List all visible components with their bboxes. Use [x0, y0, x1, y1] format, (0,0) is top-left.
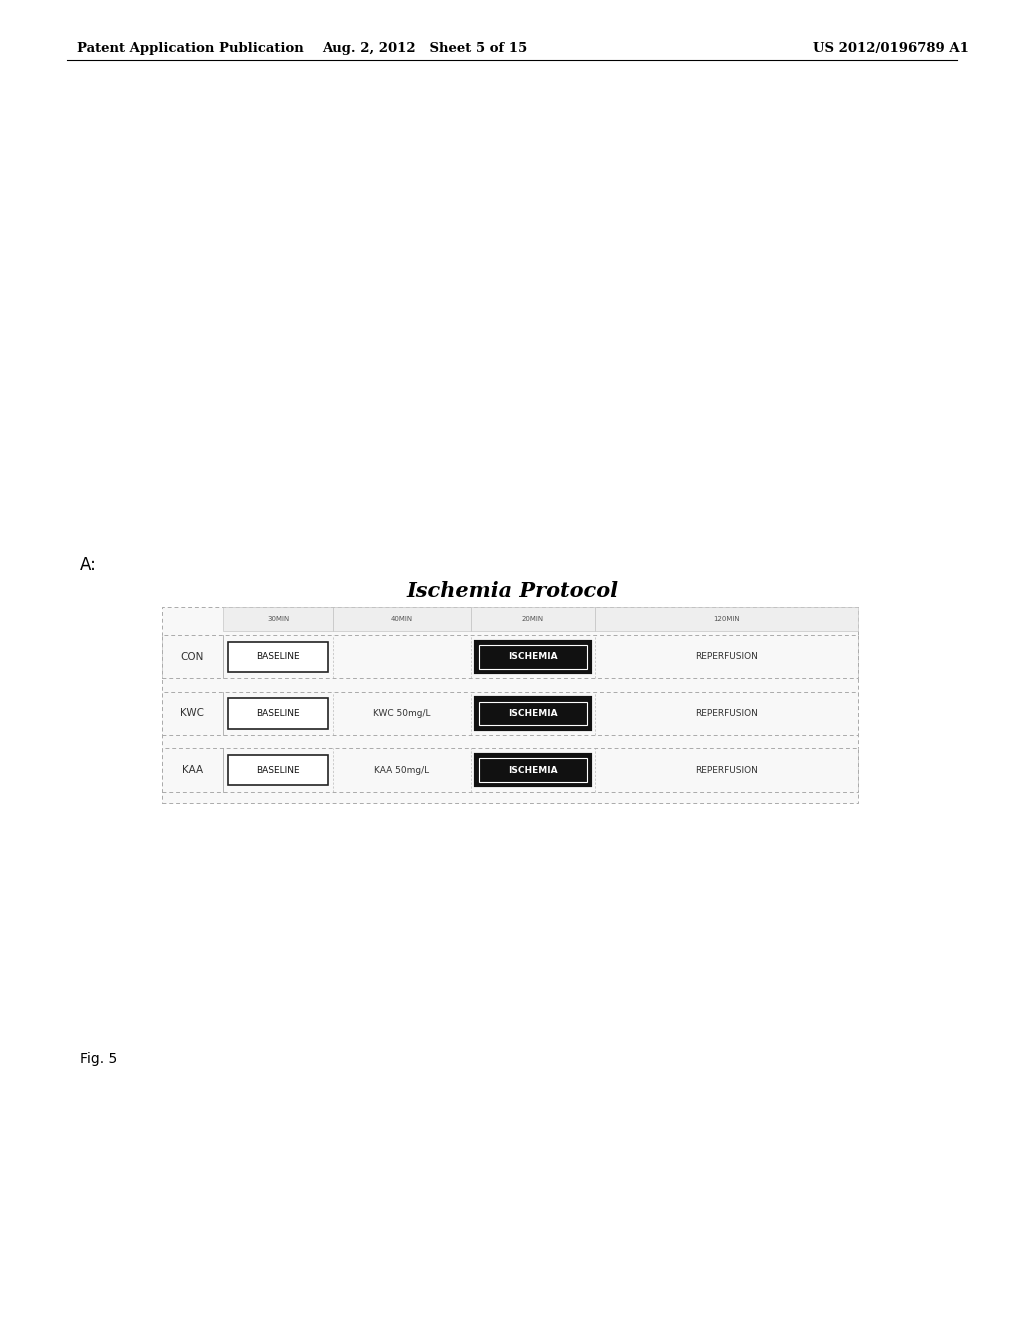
Bar [595, 607, 858, 631]
Bar [162, 692, 858, 735]
Text: BASELINE: BASELINE [256, 709, 300, 718]
Text: KWC: KWC [180, 709, 205, 718]
Bar [228, 642, 328, 672]
Text: ISCHEMIA: ISCHEMIA [508, 709, 558, 718]
Text: REPERFUSION: REPERFUSION [695, 709, 758, 718]
Bar [478, 645, 587, 668]
Text: Ischemia Protocol: Ischemia Protocol [406, 581, 618, 602]
Text: KWC 50mg/L: KWC 50mg/L [374, 709, 431, 718]
Text: REPERFUSION: REPERFUSION [695, 652, 758, 661]
Bar [223, 607, 333, 631]
Bar [478, 759, 587, 781]
Text: KAA: KAA [182, 766, 203, 775]
Text: 20MIN: 20MIN [522, 616, 544, 622]
Text: 30MIN: 30MIN [267, 616, 289, 622]
Text: Fig. 5: Fig. 5 [80, 1052, 117, 1065]
Bar [162, 635, 858, 678]
Text: ISCHEMIA: ISCHEMIA [508, 652, 558, 661]
Text: US 2012/0196789 A1: US 2012/0196789 A1 [813, 42, 969, 54]
Text: 40MIN: 40MIN [391, 616, 413, 622]
Text: 120MIN: 120MIN [713, 616, 739, 622]
Bar [476, 755, 590, 785]
Text: Aug. 2, 2012   Sheet 5 of 15: Aug. 2, 2012 Sheet 5 of 15 [323, 42, 527, 54]
Bar [471, 607, 595, 631]
Bar [476, 642, 590, 672]
Bar [476, 698, 590, 729]
Text: Patent Application Publication: Patent Application Publication [77, 42, 303, 54]
Bar [162, 607, 858, 803]
Text: BASELINE: BASELINE [256, 652, 300, 661]
Bar [228, 755, 328, 785]
Text: REPERFUSION: REPERFUSION [695, 766, 758, 775]
Text: A:: A: [80, 556, 96, 574]
Text: BASELINE: BASELINE [256, 766, 300, 775]
Text: CON: CON [181, 652, 204, 661]
Text: ISCHEMIA: ISCHEMIA [508, 766, 558, 775]
Bar [333, 607, 471, 631]
Bar [478, 702, 587, 726]
Bar [162, 748, 858, 792]
Text: KAA 50mg/L: KAA 50mg/L [375, 766, 430, 775]
Bar [228, 698, 328, 729]
